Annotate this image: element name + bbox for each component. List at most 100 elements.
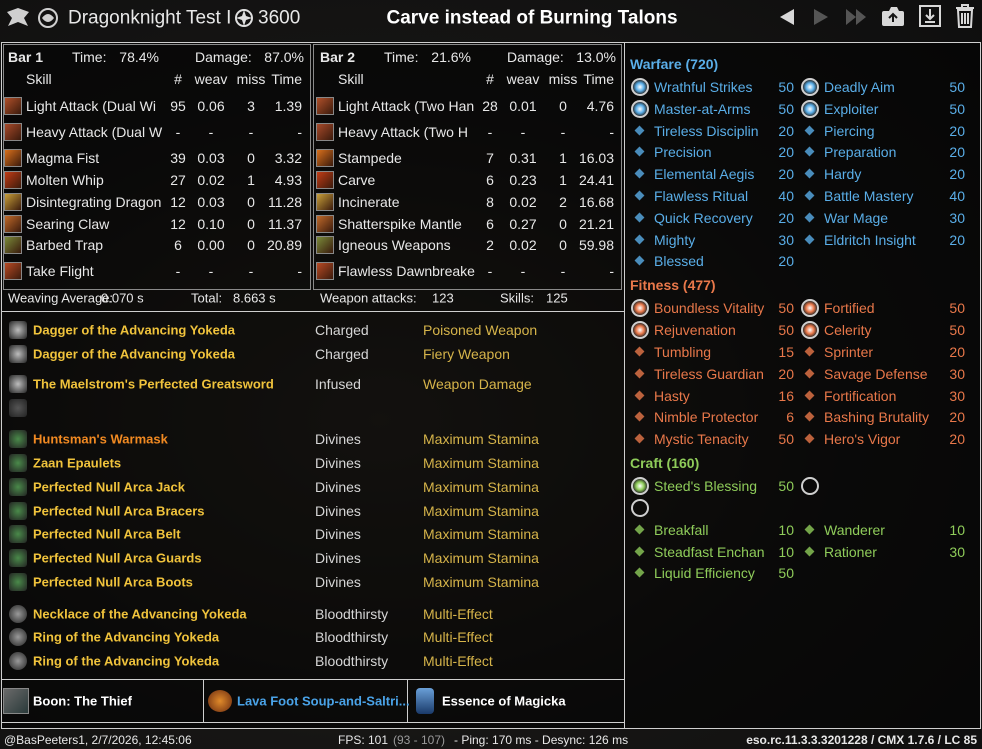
divider — [203, 679, 204, 722]
delete-button[interactable] — [954, 3, 976, 29]
cp-points: 20 — [778, 122, 794, 139]
skill-stat: 0.00 — [197, 237, 225, 253]
item-enchant: Maximum Stamina — [423, 479, 539, 495]
skill-stat: - — [487, 263, 493, 279]
character-name: Dragonknight Test I — [68, 7, 232, 29]
cp-points: 10 — [778, 521, 794, 538]
fight-title: Carve instead of Burning Talons — [386, 7, 678, 29]
item-name: Ring of the Advancing Yokeda — [33, 653, 220, 669]
skill-stat: 0 — [247, 216, 255, 232]
cp-points: 50 — [949, 100, 965, 117]
bar-damage: 87.0% — [264, 49, 304, 65]
item-enchant: Multi-Effect — [423, 629, 493, 645]
cp-points: 50 — [778, 478, 794, 495]
potion: Essence of Magicka — [442, 693, 566, 709]
cp-slot — [801, 321, 819, 340]
item-name: Perfected Null Arca Bracers — [33, 503, 205, 519]
skill-stat: 6 — [174, 237, 182, 253]
skill-name: Disintegrating Dragon — [26, 194, 162, 210]
skill-stat: 11.37 — [268, 216, 302, 232]
prev-button[interactable] — [776, 6, 798, 28]
skill-stat: - — [609, 263, 614, 279]
cp-tree-title: Craft (160) — [630, 455, 700, 472]
skill-stat: 3.32 — [274, 150, 302, 166]
column-header: weav — [506, 71, 540, 87]
cp-star: Bashing Brutality — [824, 409, 930, 426]
skill-name: Molten Whip — [26, 172, 104, 188]
skill-name: Light Attack (Dual Wi — [26, 98, 156, 114]
cp-star: Deadly Aim — [824, 79, 895, 95]
skill-name: Light Attack (Two Han — [338, 98, 475, 114]
gear-icon — [9, 399, 27, 417]
cp-slot — [631, 477, 649, 496]
gear-icon — [9, 573, 27, 591]
item-name: Necklace of the Advancing Yokeda — [33, 606, 247, 622]
skill-stat: 95 — [170, 98, 186, 114]
cp-points: 50 — [778, 565, 794, 582]
last-button[interactable] — [843, 6, 871, 28]
cp-points: 20 — [949, 344, 965, 360]
item-enchant: Maximum Stamina — [423, 526, 539, 542]
column-header: # — [486, 71, 494, 87]
cp-slot — [801, 78, 819, 96]
cp-star: Exploiter — [824, 100, 879, 117]
skill-stat: 0.27 — [509, 216, 537, 232]
cp-points: 20 — [949, 122, 965, 139]
skill-stat: 0.01 — [509, 98, 537, 114]
footer-fps: FPS: 101 — [338, 733, 389, 747]
skill-icon — [4, 149, 22, 167]
footer-user: @BasPeeters1, 2/7/2026, 12:45:06 — [4, 733, 192, 747]
cp-points: 16 — [778, 387, 794, 404]
skill-name: Magma Fist — [26, 150, 100, 166]
item-enchant: Maximum Stamina — [423, 550, 539, 566]
cp-tree-title: Warfare (720) — [630, 56, 719, 72]
cp-points: 30 — [949, 387, 965, 404]
skill-name: Igneous Weapons — [338, 237, 451, 253]
skill-stat: 0.10 — [197, 216, 225, 232]
boon-icon — [3, 688, 29, 714]
skill-stat: 0.23 — [509, 172, 537, 188]
cp-slot — [631, 299, 649, 318]
cp-star: Celerity — [824, 322, 872, 339]
skill-stat: 6 — [486, 216, 494, 232]
bar-box — [3, 44, 311, 290]
load-button[interactable] — [918, 4, 942, 28]
skill-stat: 8 — [486, 194, 494, 210]
item-trait: Divines — [315, 431, 361, 447]
summary-weaving: 0.070 s — [101, 290, 144, 306]
skill-stat: - — [520, 263, 526, 279]
cp-points: 50 — [778, 79, 794, 95]
cp-star: Master-at-Arms — [654, 100, 751, 117]
cp-star: Tireless Guardian — [654, 365, 764, 382]
skill-icon — [4, 236, 22, 254]
cp-star: Steed's Blessing — [654, 478, 758, 495]
cp-points: 15 — [778, 344, 794, 360]
cp-star: Rejuvenation — [654, 322, 736, 339]
bar-damage: 13.0% — [576, 49, 616, 65]
save-button[interactable] — [880, 4, 906, 28]
cp-star: Nimble Protector — [654, 409, 759, 426]
skill-stat: - — [248, 263, 254, 279]
cp-star: Sprinter — [824, 344, 874, 360]
next-button[interactable] — [810, 6, 832, 28]
skill-stat: - — [208, 124, 214, 140]
item-name: Huntsman's Warmask — [33, 431, 168, 447]
skill-stat: 1 — [559, 172, 567, 188]
item-name: Perfected Null Arca Guards — [33, 550, 202, 566]
skill-stat: 11.28 — [268, 194, 302, 210]
bar-time-label: Time: — [72, 49, 107, 65]
skill-stat: 2 — [486, 237, 494, 253]
item-trait: Charged — [315, 322, 369, 338]
skill-stat: 1.39 — [274, 98, 302, 114]
item-enchant: Maximum Stamina — [423, 455, 539, 471]
boon: Boon: The Thief — [33, 693, 132, 709]
item-trait: Bloodthirsty — [315, 653, 389, 669]
skill-stat: 4.76 — [586, 98, 614, 114]
cp-points: 30 — [778, 231, 794, 248]
cp-star: Hasty — [654, 387, 690, 404]
cp-points: 30 — [949, 543, 965, 560]
skill-icon — [4, 193, 22, 211]
column-header: Skill — [338, 71, 364, 87]
item-trait: Divines — [315, 479, 361, 495]
